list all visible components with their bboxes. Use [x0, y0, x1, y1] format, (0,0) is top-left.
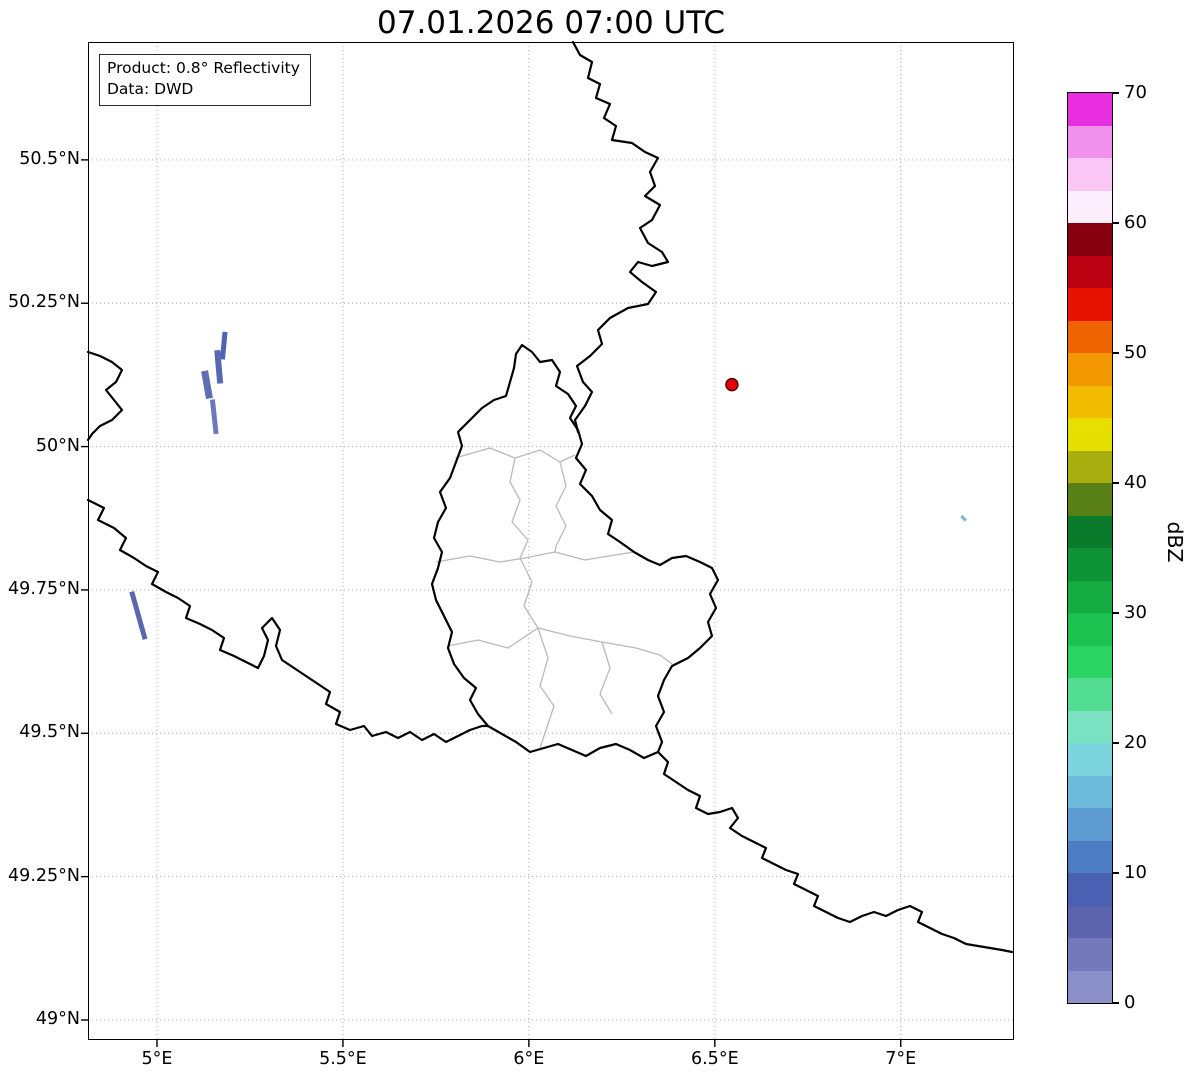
colorbar-segment	[1068, 482, 1112, 516]
colorbar-tick-mark	[1112, 872, 1119, 874]
colorbar-segment	[1068, 742, 1112, 776]
grid-layer	[88, 42, 1014, 1040]
radar-marker-layer	[725, 377, 739, 392]
colorbar-segment	[1068, 157, 1112, 191]
info-source-line: Data: DWD	[107, 79, 194, 98]
colorbar-tick-label: 0	[1124, 992, 1136, 1013]
y-tick-label: 49°N	[35, 1008, 80, 1029]
info-box: Product: 0.8° Reflectivity Data: DWD	[99, 54, 311, 106]
colorbar-segment	[1068, 417, 1112, 451]
colorbar-tick-mark	[1112, 222, 1119, 224]
canton-border	[519, 557, 539, 629]
colorbar-axis-label: dBZ	[1163, 521, 1187, 563]
country-borders	[86, 40, 1014, 954]
x-tick-label: 5°E	[141, 1049, 173, 1069]
colorbar-segment	[1068, 222, 1112, 256]
colorbar-tick-label: 40	[1124, 472, 1147, 493]
radar-echo	[219, 331, 228, 360]
colorbar-segment	[1068, 644, 1112, 678]
map-canvas	[81, 40, 1014, 1047]
border-belgium-france	[86, 498, 490, 744]
plot-title: 07.01.2026 07:00 UTC	[377, 5, 725, 41]
colorbar-segment	[1068, 547, 1112, 581]
colorbar-segment	[1068, 612, 1112, 646]
border-belgium-germany	[571, 40, 670, 434]
colorbar-segment	[1068, 709, 1112, 743]
canton-border	[554, 461, 567, 553]
colorbar-tick-mark	[1112, 352, 1119, 354]
colorbar-tick-label: 70	[1124, 82, 1147, 103]
colorbar-segment	[1068, 319, 1112, 353]
colorbar-tick-mark	[1112, 742, 1119, 744]
radar-echo	[209, 399, 219, 435]
colorbar-segment	[1068, 254, 1112, 288]
colorbar-tick-mark	[1112, 92, 1119, 94]
colorbar-tick-mark	[1112, 482, 1119, 484]
radar-echo	[129, 590, 148, 640]
y-tick-label: 49.75°N	[8, 578, 80, 599]
colorbar-frame	[1067, 92, 1113, 1004]
radar-echo-layer	[129, 331, 967, 640]
canton-border	[599, 641, 613, 715]
y-tick-label: 50°N	[35, 435, 80, 456]
colorbar-segment	[1068, 384, 1112, 418]
colorbar-tick-mark	[1112, 612, 1119, 614]
colorbar-segment	[1068, 677, 1112, 711]
radar-echo	[214, 349, 224, 384]
x-tick-label: 6.5°E	[690, 1049, 739, 1069]
axis-ticks	[81, 159, 902, 1047]
colorbar-segment	[1068, 579, 1112, 613]
colorbar-segment	[1068, 872, 1112, 906]
border-france-germany	[656, 750, 1014, 954]
colorbar-segment	[1068, 92, 1112, 126]
colorbar-segment	[1068, 807, 1112, 841]
colorbar-segment	[1068, 904, 1112, 938]
canton-border	[447, 627, 673, 665]
canton-border	[537, 627, 555, 749]
colorbar-tick-label: 50	[1124, 342, 1147, 363]
colorbar	[1067, 92, 1113, 1004]
info-product-line: Product: 0.8° Reflectivity	[107, 59, 300, 77]
colorbar-segment	[1068, 352, 1112, 386]
y-tick-label: 49.5°N	[19, 722, 80, 743]
colorbar-tick-label: 30	[1124, 602, 1147, 623]
colorbar-tick-label: 60	[1124, 212, 1147, 233]
canton-border	[454, 447, 576, 463]
radar-echo	[201, 370, 213, 400]
colorbar-tick-label: 20	[1124, 732, 1147, 753]
x-tick-label: 7°E	[885, 1049, 917, 1069]
colorbar-segment	[1068, 774, 1112, 808]
y-tick-label: 50.5°N	[19, 148, 80, 169]
border-west-edge	[86, 350, 124, 442]
colorbar-segment	[1068, 124, 1112, 158]
canton-border	[509, 457, 529, 559]
colorbar-tick-mark	[1112, 1002, 1119, 1004]
radar-site-marker	[725, 377, 739, 392]
border-luxembourg	[430, 343, 720, 760]
y-tick-label: 49.25°N	[8, 865, 80, 886]
canton-border	[435, 551, 635, 563]
colorbar-segment	[1068, 189, 1112, 223]
luxembourg-canton-borders	[435, 447, 673, 749]
colorbar-segment	[1068, 449, 1112, 483]
radar-echo	[960, 514, 967, 522]
colorbar-segment	[1068, 839, 1112, 873]
x-tick-label: 6°E	[513, 1049, 545, 1069]
colorbar-tick-label: 10	[1124, 862, 1147, 883]
colorbar-segment	[1068, 969, 1112, 1003]
y-tick-label: 50.25°N	[8, 292, 80, 313]
colorbar-segment	[1068, 937, 1112, 971]
colorbar-segment	[1068, 287, 1112, 321]
x-tick-label: 5.5°E	[319, 1049, 367, 1069]
colorbar-segment	[1068, 514, 1112, 548]
